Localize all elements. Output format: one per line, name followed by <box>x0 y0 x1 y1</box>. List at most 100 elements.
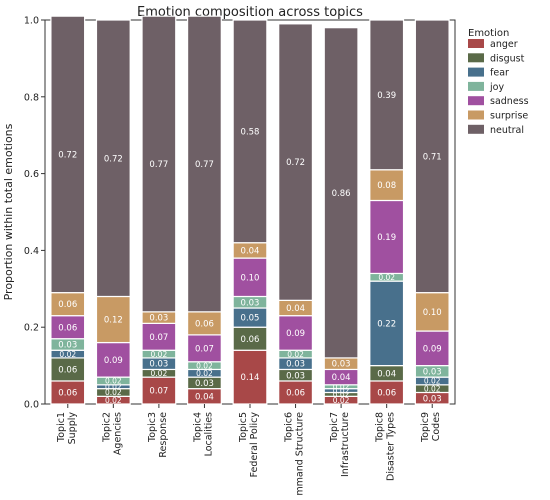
bar-segment-neutral <box>186 15 222 313</box>
x-tick-label: Command Structure <box>295 412 306 496</box>
data-label-neutral: 0.77 <box>149 160 168 170</box>
x-tick-label: Topic6 <box>284 412 295 443</box>
data-label-fear: 0.03 <box>149 360 168 370</box>
data-label-surprise: 0.04 <box>241 246 260 256</box>
data-label-disgust: 0.06 <box>58 366 77 376</box>
data-label-disgust: 0.02 <box>333 390 350 399</box>
data-label-sadness: 0.09 <box>423 344 442 354</box>
data-label-surprise: 0.08 <box>377 181 396 191</box>
x-tick-label: Topic1 <box>56 412 67 443</box>
data-label-disgust: 0.03 <box>195 379 214 389</box>
data-label-surprise: 0.03 <box>149 314 168 324</box>
data-label-sadness: 0.07 <box>195 344 214 354</box>
bar-segment-sadness <box>186 334 222 363</box>
data-label-joy: 0.02 <box>196 361 213 370</box>
bar-segment-neutral <box>232 19 268 244</box>
legend-label-sadness: sadness <box>490 96 529 107</box>
data-label-anger: 0.03 <box>423 394 442 404</box>
data-label-neutral: 0.72 <box>58 150 77 160</box>
legend-label-neutral: neutral <box>490 125 524 136</box>
x-tick-label: Infrastructure <box>340 412 351 477</box>
x-tick-label: Disaster Types <box>386 412 397 481</box>
x-tick-label: Agencies <box>112 412 123 455</box>
y-tick-label: 0.8 <box>24 92 39 103</box>
data-label-fear: 0.22 <box>377 319 396 329</box>
legend-swatch-joy <box>468 81 484 91</box>
data-label-fear: 0.03 <box>286 360 305 370</box>
y-tick-label: 0.4 <box>24 246 39 257</box>
x-tick-label: Topic8 <box>375 412 386 443</box>
data-label-sadness: 0.09 <box>286 329 305 339</box>
data-label-fear: 0.02 <box>196 369 213 378</box>
data-label-sadness: 0.04 <box>332 373 351 383</box>
data-label-disgust: 0.04 <box>377 369 396 379</box>
bar-segment-neutral <box>323 27 359 359</box>
data-label-neutral: 0.72 <box>104 154 123 164</box>
data-label-joy: 0.02 <box>105 377 122 386</box>
data-label-disgust: 0.02 <box>424 384 441 393</box>
data-label-joy: 0.02 <box>378 273 395 282</box>
x-axis-ticks: Topic1 Supply Topic2 Agencies Topic3 Response… <box>56 404 442 500</box>
y-tick-label: 0.2 <box>24 323 39 334</box>
data-label-anger: 0.06 <box>286 389 305 399</box>
x-tick-label: Codes <box>431 412 442 441</box>
data-label-joy: 0.03 <box>423 367 442 377</box>
data-label-disgust: 0.02 <box>105 388 122 397</box>
data-label-surprise: 0.06 <box>195 319 214 329</box>
data-label-anger: 0.07 <box>149 387 168 397</box>
data-label-anger: 0.06 <box>58 389 77 399</box>
y-tick-label: 0.0 <box>24 400 39 411</box>
bar-segment-sadness <box>141 322 177 351</box>
x-tick-label: Topic9 <box>420 412 431 443</box>
legend-swatch-fear <box>468 67 484 77</box>
data-label-joy: 0.02 <box>151 350 168 359</box>
data-label-fear: 0.02 <box>105 382 122 391</box>
data-label-disgust: 0.02 <box>151 369 168 378</box>
bar-segment-neutral <box>278 23 314 301</box>
x-tick-label: Response <box>158 412 169 458</box>
data-label-neutral: 0.39 <box>377 91 396 101</box>
data-label-sadness: 0.07 <box>149 333 168 343</box>
data-label-fear: 0.05 <box>241 314 260 324</box>
y-axis-ticks: 0.0 0.2 0.4 0.6 0.8 1.0 <box>24 16 45 411</box>
y-tick-label: 1.0 <box>24 16 39 27</box>
data-label-neutral: 0.58 <box>241 127 260 137</box>
bar-segment-surprise <box>95 295 131 344</box>
legend-title: Emotion <box>468 28 509 39</box>
legend-swatch-disgust <box>468 53 484 63</box>
legend-swatch-surprise <box>468 110 484 120</box>
y-axis-label: Proportion within total emotions <box>2 123 15 300</box>
bar-segment-neutral <box>141 15 177 313</box>
data-label-fear: 0.02 <box>424 377 441 386</box>
y-tick-label: 0.6 <box>24 169 39 180</box>
data-label-fear: 0.02 <box>59 350 76 359</box>
data-label-surprise: 0.10 <box>423 308 442 318</box>
data-label-surprise: 0.12 <box>104 316 123 326</box>
data-label-disgust: 0.06 <box>241 335 260 345</box>
x-tick-label: Topic7 <box>329 412 340 443</box>
data-label-joy: 0.03 <box>241 298 260 308</box>
legend-label-fear: fear <box>490 68 509 79</box>
legend-label-surprise: surprise <box>490 111 528 122</box>
legend-swatch-anger <box>468 39 484 48</box>
legend-label-anger: anger <box>490 39 518 50</box>
x-tick-label: Topic2 <box>101 412 112 443</box>
data-label-fear: 0.02 <box>333 386 350 395</box>
bar-segment-neutral <box>414 19 450 294</box>
bar-segment-anger <box>141 376 177 405</box>
bar-segment-sadness <box>278 315 314 351</box>
data-label-surprise: 0.03 <box>332 360 351 370</box>
data-label-anger: 0.06 <box>377 389 396 399</box>
data-label-sadness: 0.09 <box>104 356 123 366</box>
bar-segment-neutral <box>50 15 86 294</box>
bar-segment-sadness <box>232 257 268 298</box>
legend: Emotion anger disgust fear joy sadness surpri… <box>468 28 529 136</box>
bar-segment-neutral <box>95 19 131 298</box>
data-label-joy: 0.02 <box>287 350 304 359</box>
x-tick-label: Supply <box>67 412 78 445</box>
data-label-sadness: 0.19 <box>377 233 396 243</box>
x-tick-label: Localities <box>203 412 214 456</box>
legend-label-disgust: disgust <box>490 53 525 64</box>
